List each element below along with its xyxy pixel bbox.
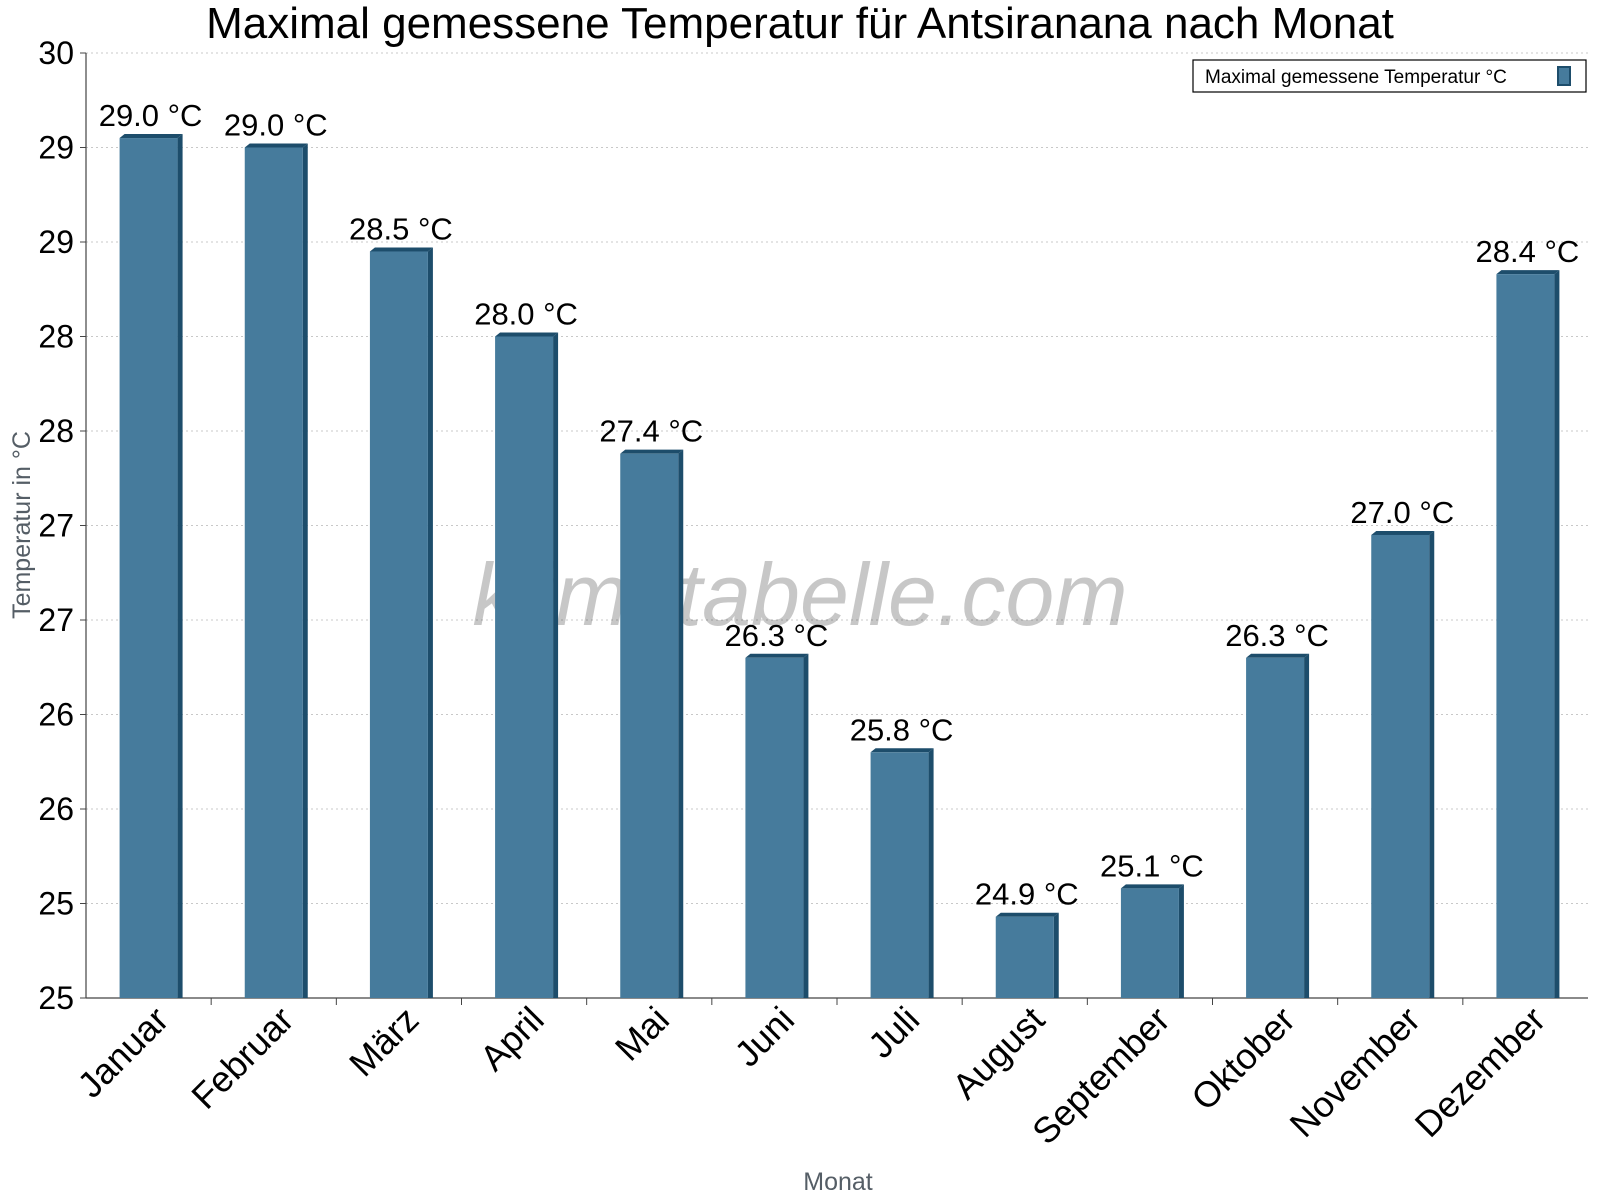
bar-value-label: 27.4 °C bbox=[599, 414, 703, 449]
y-tick-label: 28 bbox=[38, 413, 74, 449]
x-tick-label: Dezember bbox=[1407, 999, 1553, 1145]
bar-value-label: 28.4 °C bbox=[1476, 234, 1580, 269]
bar-value-label: 28.5 °C bbox=[349, 211, 453, 246]
chart-title: Maximal gemessene Temperatur für Antsira… bbox=[206, 0, 1394, 48]
bar-top bbox=[119, 134, 183, 139]
bar-top bbox=[1120, 884, 1184, 889]
y-tick-label: 30 bbox=[38, 35, 74, 71]
legend-swatch bbox=[1557, 66, 1571, 86]
y-tick-label: 28 bbox=[38, 319, 74, 355]
grid-lines bbox=[86, 52, 1588, 904]
bar-top bbox=[1371, 530, 1435, 535]
bar-value-label: 25.1 °C bbox=[1100, 848, 1204, 883]
bar bbox=[495, 336, 554, 998]
bar-top bbox=[1246, 653, 1310, 658]
x-tick-label: April bbox=[472, 999, 552, 1079]
bar-side bbox=[1429, 530, 1435, 998]
bar-top bbox=[620, 449, 684, 454]
x-tick-label: Oktober bbox=[1183, 999, 1303, 1119]
value-labels: 29.0 °C 29.0 °C 28.5 °C 28.0 °C 27.4 °C 26.3 … bbox=[99, 98, 1580, 912]
bar-side bbox=[177, 134, 183, 999]
bar-side bbox=[1304, 653, 1310, 998]
bar-top bbox=[495, 332, 559, 337]
bars bbox=[119, 134, 1560, 999]
bar bbox=[119, 138, 178, 999]
bar-side bbox=[928, 748, 934, 998]
legend: Maximal gemessene Temperatur °C bbox=[1192, 59, 1587, 93]
y-tick-label: 29 bbox=[38, 130, 74, 166]
y-tick-label: 25 bbox=[38, 980, 74, 1016]
bar bbox=[369, 251, 428, 998]
legend-box bbox=[1192, 59, 1587, 93]
x-tick-label: Januar bbox=[69, 999, 176, 1106]
bar bbox=[1371, 534, 1430, 998]
bar-side bbox=[1053, 912, 1059, 998]
bar-top bbox=[870, 748, 934, 753]
bar bbox=[244, 147, 303, 998]
bar-value-label: 26.3 °C bbox=[1225, 618, 1329, 653]
x-tick-label: März bbox=[341, 999, 427, 1085]
x-tick-labels: Januar Februar März April Mai Juni Juli AugustS… bbox=[69, 999, 1553, 1153]
x-tick-label: Juni bbox=[726, 999, 802, 1075]
bar-side bbox=[427, 247, 433, 998]
bar-top bbox=[369, 247, 433, 252]
bar-side bbox=[1554, 270, 1560, 998]
y-tick-label: 26 bbox=[38, 791, 74, 827]
bar-top bbox=[244, 143, 308, 148]
bar-value-label: 24.9 °C bbox=[975, 877, 1079, 912]
bar-value-label: 28.0 °C bbox=[474, 297, 578, 332]
bar bbox=[620, 453, 679, 998]
bar bbox=[1496, 274, 1555, 998]
bar-side bbox=[1178, 884, 1184, 998]
x-tick-label: Februar bbox=[183, 999, 301, 1117]
bar bbox=[1246, 657, 1305, 998]
bar-side bbox=[803, 653, 809, 998]
x-tick-label: Juli bbox=[860, 999, 927, 1066]
x-tick-label: November bbox=[1281, 999, 1427, 1145]
y-tick-label: 27 bbox=[38, 602, 74, 638]
bar bbox=[1120, 888, 1179, 998]
bar-value-label: 25.8 °C bbox=[850, 712, 954, 747]
axes bbox=[80, 52, 1588, 1005]
bar-top bbox=[995, 912, 1059, 917]
bar-value-label: 29.0 °C bbox=[99, 98, 203, 133]
x-tick-label: September bbox=[1024, 999, 1178, 1153]
bar-top bbox=[1496, 270, 1560, 275]
bar-side bbox=[553, 332, 559, 998]
bar-side bbox=[302, 143, 308, 998]
y-tick-labels: 25 25 26 26 27 27 28 28 29 29 30 bbox=[38, 35, 74, 1016]
x-tick-label: August bbox=[944, 999, 1052, 1107]
y-axis-title: Temperatur in °C bbox=[8, 431, 36, 619]
bar-value-label: 29.0 °C bbox=[224, 108, 328, 143]
y-tick-label: 25 bbox=[38, 886, 74, 922]
bar-value-label: 27.0 °C bbox=[1350, 495, 1454, 530]
x-axis-title: Monat bbox=[803, 1168, 873, 1196]
bar bbox=[745, 657, 804, 998]
bar bbox=[870, 752, 929, 998]
y-tick-label: 29 bbox=[38, 224, 74, 260]
watermark: klimatabelle.com bbox=[472, 545, 1127, 644]
legend-label: Maximal gemessene Temperatur °C bbox=[1205, 67, 1507, 88]
y-tick-label: 26 bbox=[38, 697, 74, 733]
bar bbox=[995, 916, 1054, 998]
bar-top bbox=[745, 653, 809, 658]
bar-side bbox=[678, 449, 684, 998]
x-tick-label: Mai bbox=[607, 999, 677, 1069]
bar-value-label: 26.3 °C bbox=[725, 618, 829, 653]
y-tick-label: 27 bbox=[38, 508, 74, 544]
